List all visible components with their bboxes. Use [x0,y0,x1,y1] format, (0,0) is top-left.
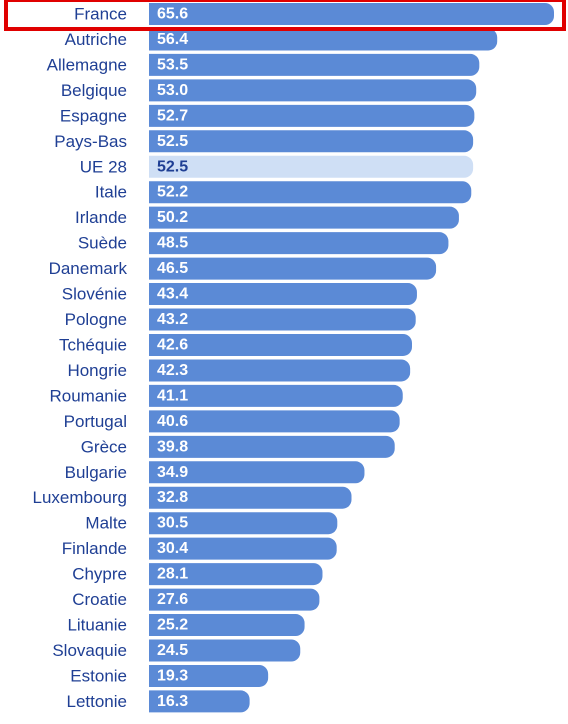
bar-lituanie [149,614,305,637]
category-label-lituanie: Lituanie [67,616,127,635]
value-label-croatie: 27.6 [157,591,188,608]
value-label-finlande: 30.4 [157,540,188,557]
value-label-portugal: 40.6 [157,413,188,430]
bar-chypre [149,563,323,586]
value-label-irlande: 50.2 [157,209,188,226]
bar-croatie [149,588,320,611]
bar-espagne [149,104,475,127]
value-label-tchequie: 42.6 [157,336,188,353]
category-label-irlande: Irlande [75,208,127,227]
value-label-suede: 48.5 [157,235,188,252]
value-label-roumanie: 41.1 [157,387,188,404]
category-label-tchequie: Tchéquie [59,335,127,354]
category-label-danemark: Danemark [49,259,128,278]
value-label-belgique: 53.0 [157,82,188,99]
value-label-danemark: 46.5 [157,260,188,277]
category-labels: France Autriche Allemagne Belgique Espagne Pa… [32,5,127,711]
value-label-autriche: 56.4 [157,31,188,48]
category-label-portugal: Portugal [64,412,127,431]
value-label-allemagne: 53.5 [157,56,188,73]
bar-allemagne [149,53,480,76]
value-label-lituanie: 25.2 [157,617,188,634]
category-label-estonie: Estonie [70,666,127,685]
value-label-itale: 52.2 [157,184,188,201]
category-label-france: France [74,5,127,24]
value-label-lettonie: 16.3 [157,693,188,710]
category-label-pologne: Pologne [65,310,127,329]
category-label-ue-28: UE 28 [80,157,127,176]
bar-lettonie [149,690,250,713]
category-label-pays-bas: Pays-Bas [54,132,127,151]
category-label-slovenie: Slovénie [62,285,127,304]
bar-grece [149,435,395,458]
category-label-roumanie: Roumanie [50,386,128,405]
value-label-france: 65.6 [157,6,188,23]
bar-hongrie [149,359,411,382]
bar-pays-bas [149,130,474,153]
category-label-finlande: Finlande [62,539,127,558]
category-label-itale: Itale [95,183,127,202]
category-label-luxembourg: Luxembourg [32,488,127,507]
bar-estonie [149,664,269,687]
value-label-espagne: 52.7 [157,107,188,124]
bars-layer [149,3,554,713]
bar-belgique [149,79,477,102]
value-label-hongrie: 42.3 [157,362,188,379]
category-label-hongrie: Hongrie [67,361,127,380]
value-label-slovaquie: 24.5 [157,642,188,659]
bar-itale [149,181,472,204]
bar-slovaquie [149,639,301,662]
category-label-belgique: Belgique [61,81,127,100]
value-label-ue-28: 52.5 [157,158,188,175]
value-label-malte: 30.5 [157,515,188,532]
value-label-luxembourg: 32.8 [157,489,188,506]
value-labels: 65.6 56.4 53.5 53.0 52.7 52.5 52.5 52.2 50.2 48.5… [157,6,188,710]
bar-roumanie [149,384,403,407]
category-label-malte: Malte [85,514,127,533]
value-label-bulgarie: 34.9 [157,464,188,481]
bar-france [149,3,554,25]
category-label-croatie: Croatie [72,590,127,609]
bar-bulgarie [149,461,365,484]
bar-ue-28 [149,155,474,178]
value-label-estonie: 19.3 [157,667,188,684]
bar-suede [149,232,449,255]
category-label-bulgarie: Bulgarie [65,463,127,482]
category-label-chypre: Chypre [72,565,127,584]
category-label-grece: Grèce [81,437,127,456]
category-label-allemagne: Allemagne [47,55,127,74]
bar-autriche [149,28,498,51]
bar-pologne [149,308,416,331]
category-label-suede: Suède [78,234,127,253]
bar-luxembourg [149,486,352,509]
bar-slovenie [149,283,417,306]
category-label-slovaquie: Slovaquie [52,641,127,660]
value-label-slovenie: 43.4 [157,286,188,303]
bar-irlande [149,206,459,229]
category-label-autriche: Autriche [65,30,127,49]
emphasis-box [4,0,566,31]
bar-malte [149,512,338,535]
value-label-grece: 39.8 [157,438,188,455]
bar-portugal [149,410,400,433]
bar-danemark [149,257,437,280]
category-label-lettonie: Lettonie [67,692,128,711]
value-label-pays-bas: 52.5 [157,133,188,150]
value-label-pologne: 43.2 [157,311,188,328]
value-label-chypre: 28.1 [157,566,188,583]
bar-finlande [149,537,337,560]
category-label-espagne: Espagne [60,106,127,125]
bar-tchequie [149,333,413,356]
